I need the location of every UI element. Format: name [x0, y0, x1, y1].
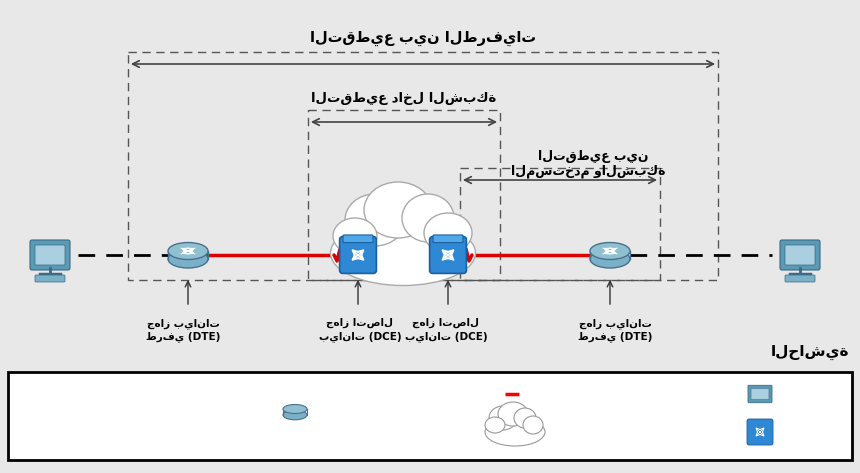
Ellipse shape [489, 406, 517, 430]
FancyBboxPatch shape [785, 245, 815, 265]
Ellipse shape [333, 218, 377, 254]
Text: بيانات (DCE): بيانات (DCE) [319, 331, 402, 342]
Text: التقطيع داخل الشبكة: التقطيع داخل الشبكة [311, 92, 496, 105]
Ellipse shape [523, 416, 543, 434]
FancyBboxPatch shape [343, 235, 373, 243]
Text: جهاز بيانات: جهاز بيانات [146, 318, 219, 329]
FancyBboxPatch shape [748, 385, 772, 403]
Ellipse shape [514, 408, 536, 428]
Text: طرفية المستخدم: طرفية المستخدم [154, 405, 282, 419]
Bar [460, 168, 660, 280]
FancyBboxPatch shape [780, 240, 820, 270]
Text: التقطيع بين: التقطيع بين [538, 150, 648, 163]
Text: جهاز بيانات: جهاز بيانات [579, 318, 651, 329]
Text: جهاز اتصال: جهاز اتصال [413, 318, 480, 328]
FancyBboxPatch shape [340, 236, 377, 273]
Ellipse shape [168, 243, 208, 260]
Ellipse shape [590, 243, 630, 260]
Ellipse shape [485, 418, 545, 446]
Ellipse shape [283, 410, 307, 420]
Bar [8, 372, 852, 460]
FancyBboxPatch shape [35, 245, 65, 265]
Ellipse shape [402, 194, 454, 242]
FancyBboxPatch shape [433, 235, 463, 243]
Text: التقطيع بين الطرفيات: التقطيع بين الطرفيات [310, 31, 536, 46]
Text: الحاشية: الحاشية [771, 344, 849, 359]
FancyBboxPatch shape [35, 275, 65, 282]
Text: مبدل تبديل أطر: مبدل تبديل أطر [627, 424, 746, 440]
FancyBboxPatch shape [30, 240, 70, 270]
Text: شبكة تبديل الأطر: شبكة تبديل الأطر [358, 425, 500, 439]
Text: طرفي (DTE): طرفي (DTE) [578, 331, 652, 342]
Ellipse shape [590, 250, 630, 268]
FancyBboxPatch shape [785, 275, 815, 282]
Text: طرفي (DTE): طرفي (DTE) [146, 331, 220, 342]
FancyBboxPatch shape [430, 236, 466, 273]
Bar [308, 110, 500, 280]
FancyBboxPatch shape [751, 388, 769, 400]
Text: بيانات (DCE): بيانات (DCE) [405, 331, 488, 342]
Ellipse shape [485, 417, 505, 433]
Text: وصلات: وصلات [451, 387, 500, 401]
Ellipse shape [424, 213, 472, 253]
Ellipse shape [283, 404, 307, 413]
Text: المستخدم والشبكة: المستخدم والشبكة [511, 165, 666, 178]
Bar [128, 52, 718, 280]
Ellipse shape [330, 220, 476, 286]
FancyBboxPatch shape [747, 419, 773, 445]
Ellipse shape [364, 182, 432, 238]
Ellipse shape [345, 194, 405, 246]
Ellipse shape [168, 250, 208, 268]
Text: حاسب المستخدم: حاسب المستخدم [628, 387, 746, 401]
Text: جهاز اتصال: جهاز اتصال [327, 318, 394, 328]
Ellipse shape [498, 402, 528, 426]
